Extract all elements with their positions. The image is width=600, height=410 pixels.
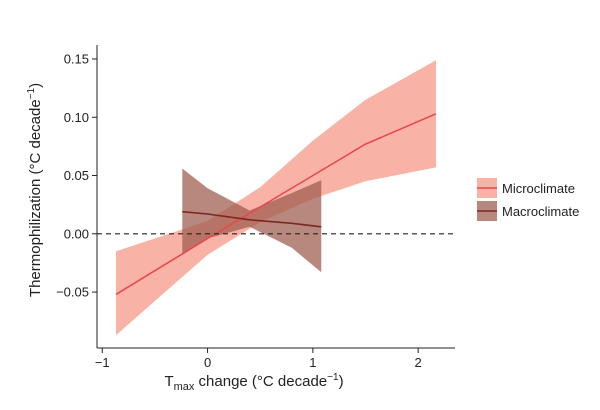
legend: Microclimate Macroclimate — [477, 178, 579, 221]
y-axis-title-exponent: −1 — [26, 87, 37, 99]
y-ticks: −0.05 0.00 0.05 0.10 0.15 — [56, 51, 97, 300]
x-tick-label: 0 — [204, 355, 211, 370]
line-macroclimate — [182, 210, 322, 228]
y-tick-label: −0.05 — [56, 285, 89, 300]
x-tick-label: 1 — [309, 355, 316, 370]
x-tick-label: 2 — [415, 355, 422, 370]
x-tick-label: −1 — [95, 355, 110, 370]
line-microclimate — [115, 113, 437, 296]
x-ticks: −1 0 1 2 — [95, 348, 422, 370]
x-axis-title: Tmax change (°C decade−1) — [164, 372, 343, 393]
x-axis-title-main: T — [164, 373, 173, 390]
trend-lines — [115, 113, 437, 296]
y-tick-label: 0.15 — [64, 51, 89, 66]
y-axis-title-main: Thermophilization (°C decade — [27, 99, 44, 297]
axes — [96, 45, 455, 349]
legend-label-macroclimate: Macroclimate — [502, 204, 579, 219]
y-axis-title: Thermophilization (°C decade−1) — [26, 83, 44, 297]
legend-label-microclimate: Microclimate — [502, 181, 575, 196]
y-tick-label: 0.10 — [64, 110, 89, 125]
y-axis-title-close: ) — [27, 83, 44, 88]
x-axis-title-exponent: −1 — [327, 372, 339, 383]
x-axis-title-rest: change (°C decade — [194, 373, 327, 390]
x-axis-title-subscript: max — [174, 381, 195, 393]
y-tick-label: 0.00 — [64, 226, 89, 241]
x-axis-title-close: ) — [339, 373, 344, 390]
y-tick-label: 0.05 — [64, 168, 89, 183]
